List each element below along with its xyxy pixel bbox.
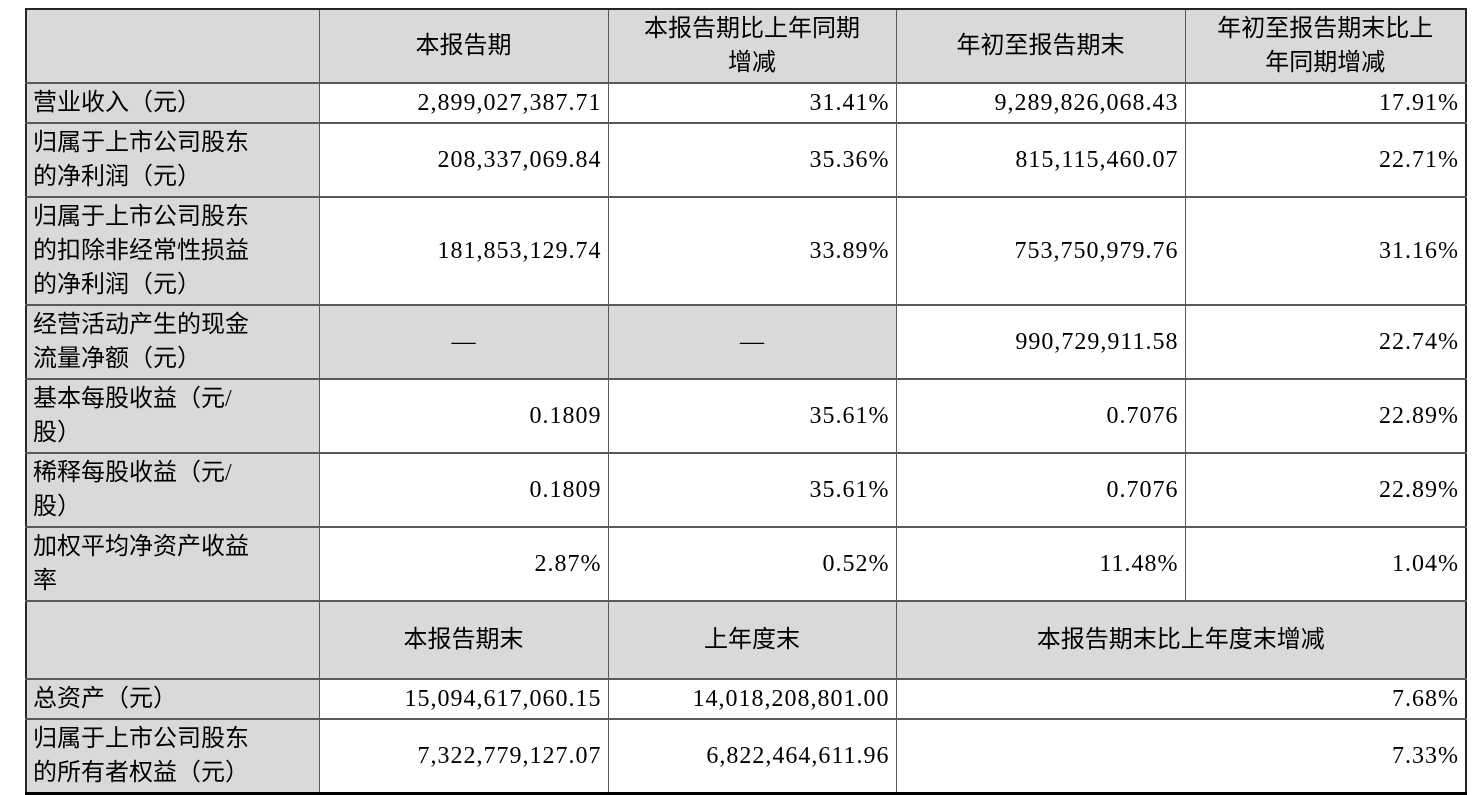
na-dash-cell: — — [607, 304, 897, 380]
value-cell: 9,289,826,068.43 — [895, 82, 1186, 124]
row-label: 营业收入（元） — [25, 82, 320, 124]
table-row-revenue: 营业收入（元） 2,899,027,387.71 31.41% 9,289,82… — [25, 82, 1467, 124]
value-cell: 181,853,129.74 — [318, 196, 609, 306]
value-cell: 7.68% — [895, 678, 1467, 720]
value-cell: 35.61% — [607, 452, 897, 528]
na-dash-cell: — — [318, 304, 609, 380]
row-label: 归属于上市公司股东的所有者权益（元） — [25, 718, 320, 795]
table-row-equity-attributable: 归属于上市公司股东的所有者权益（元） 7,322,779,127.07 6,82… — [25, 718, 1467, 795]
header-ytd: 年初至报告期末 — [895, 8, 1186, 84]
value-cell: 15,094,617,060.15 — [318, 678, 609, 720]
value-cell: 815,115,460.07 — [895, 122, 1186, 198]
value-cell: 990,729,911.58 — [895, 304, 1186, 380]
row-label: 加权平均净资产收益率 — [25, 526, 320, 602]
section1-header-row: 本报告期 本报告期比上年同期增减 年初至报告期末 年初至报告期末比上年同期增减 — [25, 8, 1467, 84]
header-current-vs-prior-year: 本报告期比上年同期增减 — [607, 8, 897, 84]
value-cell: 35.61% — [607, 378, 897, 454]
table-row-net-profit: 归属于上市公司股东的净利润（元） 208,337,069.84 35.36% 8… — [25, 122, 1467, 198]
row-label: 基本每股收益（元/股） — [25, 378, 320, 454]
value-cell: 22.89% — [1184, 378, 1467, 454]
row-label: 归属于上市公司股东的扣除非经常性损益的净利润（元） — [25, 196, 320, 306]
corner-cell — [25, 8, 320, 84]
value-cell: 22.89% — [1184, 452, 1467, 528]
row-label: 稀释每股收益（元/股） — [25, 452, 320, 528]
value-cell: 17.91% — [1184, 82, 1467, 124]
header-end-of-period: 本报告期末 — [318, 600, 609, 680]
value-cell: 22.74% — [1184, 304, 1467, 380]
table-row-operating-cash-flow: 经营活动产生的现金流量净额（元） — — 990,729,911.58 22.7… — [25, 304, 1467, 380]
header-current-period: 本报告期 — [318, 8, 609, 84]
value-cell: 0.1809 — [318, 378, 609, 454]
value-cell: 2,899,027,387.71 — [318, 82, 609, 124]
table-row-weighted-avg-roe: 加权平均净资产收益率 2.87% 0.52% 11.48% 1.04% — [25, 526, 1467, 602]
value-cell: 0.1809 — [318, 452, 609, 528]
table-row-total-assets: 总资产（元） 15,094,617,060.15 14,018,208,801.… — [25, 678, 1467, 720]
corner-cell — [25, 600, 320, 680]
value-cell: 33.89% — [607, 196, 897, 306]
value-cell: 0.7076 — [895, 378, 1186, 454]
value-cell: 0.7076 — [895, 452, 1186, 528]
row-label: 总资产（元） — [25, 678, 320, 720]
table-row-diluted-eps: 稀释每股收益（元/股） 0.1809 35.61% 0.7076 22.89% — [25, 452, 1467, 528]
value-cell: 6,822,464,611.96 — [607, 718, 897, 795]
value-cell: 7,322,779,127.07 — [318, 718, 609, 795]
section2-header-row: 本报告期末 上年度末 本报告期末比上年度末增减 — [25, 600, 1467, 680]
header-ytd-vs-prior-year: 年初至报告期末比上年同期增减 — [1184, 8, 1467, 84]
value-cell: 2.87% — [318, 526, 609, 602]
value-cell: 7.33% — [895, 718, 1467, 795]
value-cell: 31.16% — [1184, 196, 1467, 306]
row-label: 经营活动产生的现金流量净额（元） — [25, 304, 320, 380]
value-cell: 14,018,208,801.00 — [607, 678, 897, 720]
table-row-net-profit-excl-nonrecurring: 归属于上市公司股东的扣除非经常性损益的净利润（元） 181,853,129.74… — [25, 196, 1467, 306]
value-cell: 11.48% — [895, 526, 1186, 602]
header-change-vs-last-year-end: 本报告期末比上年度末增减 — [895, 600, 1467, 680]
table-row-basic-eps: 基本每股收益（元/股） 0.1809 35.61% 0.7076 22.89% — [25, 378, 1467, 454]
value-cell: 753,750,979.76 — [895, 196, 1186, 306]
row-label: 归属于上市公司股东的净利润（元） — [25, 122, 320, 198]
value-cell: 22.71% — [1184, 122, 1467, 198]
value-cell: 208,337,069.84 — [318, 122, 609, 198]
value-cell: 31.41% — [607, 82, 897, 124]
value-cell: 0.52% — [607, 526, 897, 602]
header-end-of-last-year: 上年度末 — [607, 600, 897, 680]
value-cell: 35.36% — [607, 122, 897, 198]
value-cell: 1.04% — [1184, 526, 1467, 602]
financial-summary-table: 本报告期 本报告期比上年同期增减 年初至报告期末 年初至报告期末比上年同期增减 … — [25, 8, 1467, 795]
